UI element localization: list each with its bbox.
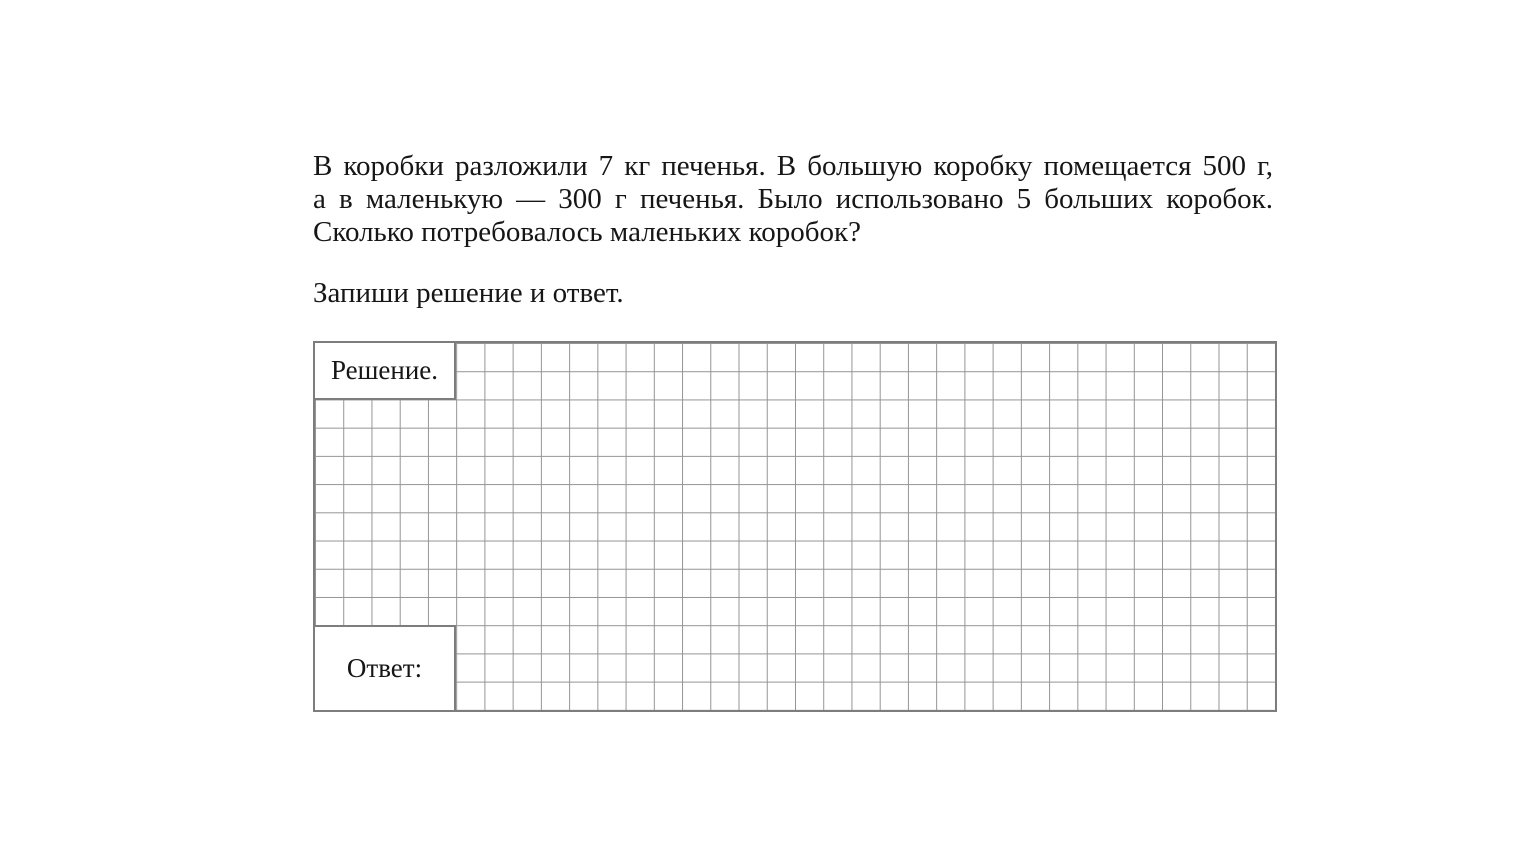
problem-text-line-2: а в маленькую — 300 г печенья. Было испо…	[313, 183, 1273, 215]
answer-label: Ответ:	[346, 653, 423, 683]
problem-text-line-1: В коробки разложили 7 кг печенья. В боль…	[313, 150, 1273, 182]
answer-grid: Решение. Ответ:	[313, 341, 1277, 712]
solution-label: Решение.	[330, 355, 439, 385]
solution-label-box: Решение.	[315, 343, 456, 400]
problem-text-line-3: Сколько потребовалось маленьких коробок?	[313, 216, 861, 248]
problem-text: В коробки разложили 7 кг печенья. В боль…	[313, 150, 1273, 249]
answer-label-box: Ответ:	[315, 625, 456, 710]
instruction-text: Запиши решение и ответ.	[313, 277, 624, 309]
